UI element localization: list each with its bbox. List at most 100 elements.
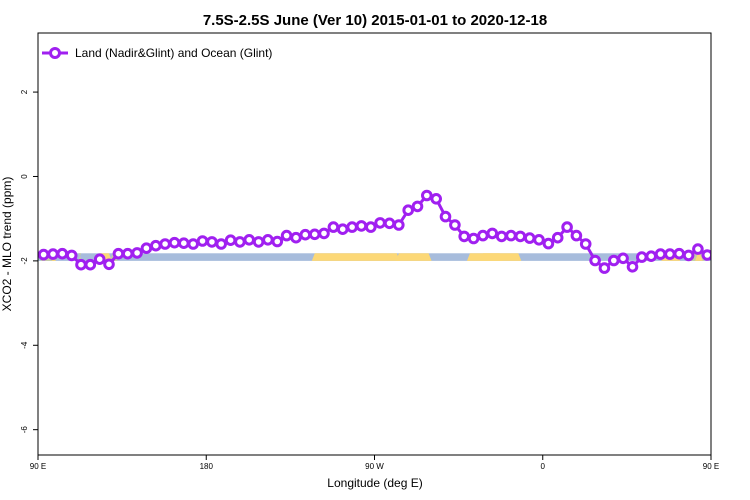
data-point [692,243,704,255]
data-point [336,223,349,235]
data-point [290,231,302,244]
data-point [224,234,237,246]
data-point [654,248,667,260]
data-point [271,235,284,248]
x-axis-label: Longitude (deg E) [327,476,422,490]
legend-marker [49,47,61,59]
data-point [673,247,686,260]
data-point [308,228,321,241]
data-point [579,238,592,250]
data-point [196,235,209,247]
series-layer [38,189,749,274]
data-point [112,247,125,260]
plot-frame [37,32,712,456]
data-point [159,238,171,250]
data-point [327,221,340,233]
data-point [150,239,162,252]
data-point [533,234,545,246]
data-point [664,248,676,260]
data-point [731,250,740,259]
data-point [168,236,181,249]
data-point [131,247,143,259]
data-point [355,220,368,232]
data-point [645,250,658,263]
land-segment [395,253,432,261]
land-segment [695,253,703,261]
data-point [365,221,377,233]
data-point [626,261,639,273]
data-point [374,217,386,229]
data-point [346,221,358,233]
data-point [178,237,190,249]
data-point [505,229,517,242]
legend-label: Land (Nadir&Glint) and Ocean (Glint) [75,46,272,60]
data-point [75,258,87,271]
data-point [458,230,471,243]
data-point [47,248,59,260]
chart-title: 7.5S-2.5S June (Ver 10) 2015-01-01 to 20… [203,12,547,29]
data-point [617,252,629,265]
x-tick-label: 0 [541,462,546,471]
y-tick-label: -2 [20,257,29,265]
data-point [740,252,749,261]
data-point [430,193,443,205]
data-point [402,204,415,216]
land-segment [480,253,522,261]
y-tick-label: 0 [20,174,29,179]
data-point [243,234,255,246]
data-point [262,234,274,246]
y-tick-label: -6 [20,426,29,434]
data-point [280,229,293,242]
land-segment [311,253,400,261]
data-point [393,219,405,231]
data-point [542,237,555,250]
data-point [383,217,396,230]
data-point [449,219,461,231]
data-point [710,252,711,256]
data-point [421,189,433,202]
data-point [598,262,611,274]
data-point [215,238,227,250]
data-point [589,254,601,267]
data-point [722,250,731,259]
data-point [439,210,452,223]
data-point [411,200,424,213]
data-point [477,229,489,242]
data-point [121,247,134,260]
y-axis-label: XCO2 - MLO trend (ppm) [0,177,14,312]
data-point [93,253,106,266]
data-point [299,228,312,241]
data-point [140,242,153,254]
legend: Land (Nadir&Glint) and Ocean (Glint) [42,46,272,60]
x-axis: 90 E 180 90 W 0 90 E [30,455,719,471]
data-point [682,249,695,262]
data-point [252,236,265,248]
data-point [318,227,330,240]
data-point [187,238,199,250]
data-point [467,232,480,245]
data-point [561,221,573,233]
x-tick-label: 180 [200,462,214,471]
y-axis: 2 0 -2 -4 -6 [20,89,38,433]
data-point [38,248,50,261]
data-point [56,247,69,260]
data-point [103,258,115,271]
y-tick-label: -4 [20,341,29,349]
x-tick-label: 90 E [30,462,46,471]
data-point [570,229,583,242]
data-point [514,230,527,243]
y-tick-label: 2 [20,89,29,94]
data-point [523,232,536,244]
data-point [608,254,620,267]
x-tick-label: 90 W [365,462,384,471]
data-point [84,258,97,271]
x-tick-label: 90 E [703,462,719,471]
data-point [486,227,499,240]
data-point [495,230,508,243]
data-point [206,236,218,248]
data-point [701,249,711,261]
data-point [551,231,564,244]
data-point [636,251,648,263]
data-point [65,249,78,262]
data-point [234,236,246,248]
